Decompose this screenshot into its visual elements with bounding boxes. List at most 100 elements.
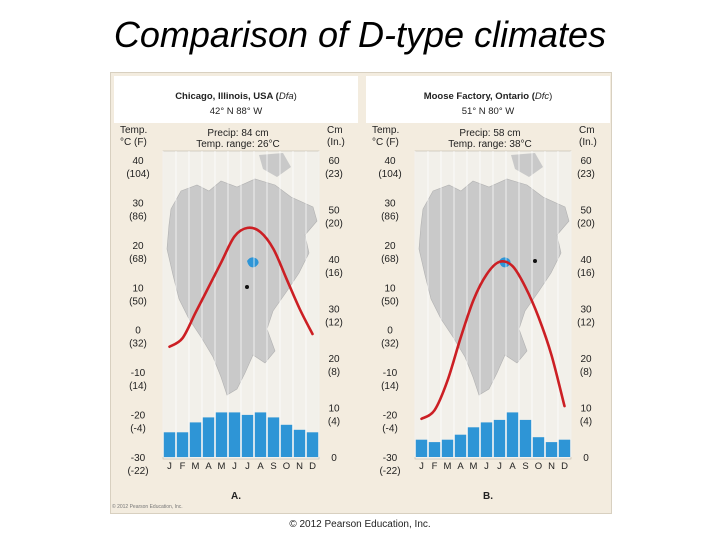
month-label: O bbox=[283, 461, 290, 472]
month-label: A bbox=[205, 461, 212, 472]
left-tick-c: 40 bbox=[132, 156, 144, 167]
left-tick-c: -20 bbox=[383, 411, 398, 422]
month-label: J bbox=[245, 461, 250, 472]
month-label: M bbox=[444, 461, 452, 472]
precip-total: Precip: 84 cm bbox=[207, 128, 268, 139]
right-axis-label: Cm bbox=[579, 125, 595, 136]
precip-total: Precip: 58 cm bbox=[459, 128, 520, 139]
left-tick-f: (14) bbox=[129, 381, 147, 392]
precip-bar-11 bbox=[545, 442, 558, 457]
left-tick-f: (50) bbox=[129, 296, 147, 307]
station-dot bbox=[533, 259, 537, 263]
month-label: D bbox=[309, 461, 316, 472]
month-label: J bbox=[484, 461, 489, 472]
panel-label: B. bbox=[483, 491, 493, 502]
left-axis-label: Temp. bbox=[372, 125, 399, 136]
left-tick-c: 10 bbox=[384, 283, 396, 294]
left-tick-c: -10 bbox=[131, 368, 146, 379]
right-tick-cm: 60 bbox=[580, 156, 592, 167]
right-tick-in: (20) bbox=[325, 219, 343, 230]
precip-bar-8 bbox=[506, 412, 519, 457]
right-tick-in: (12) bbox=[325, 318, 343, 329]
precip-bar-7 bbox=[241, 414, 254, 457]
precip-bar-5 bbox=[215, 412, 228, 457]
right-tick-in: (23) bbox=[325, 169, 343, 180]
left-tick-f: (-22) bbox=[379, 466, 400, 477]
left-tick-c: 20 bbox=[384, 241, 396, 252]
temperature-line bbox=[168, 226, 314, 348]
left-tick-f: (86) bbox=[381, 211, 399, 222]
left-tick-f: (32) bbox=[129, 339, 147, 350]
right-tick-in: (12) bbox=[577, 318, 595, 329]
temperature-line bbox=[420, 259, 566, 421]
month-label: J bbox=[232, 461, 237, 472]
right-tick-cm: 30 bbox=[328, 305, 340, 316]
month-label: M bbox=[470, 461, 478, 472]
month-label: J bbox=[419, 461, 424, 472]
right-tick-in: (4) bbox=[328, 417, 340, 428]
left-tick-c: 0 bbox=[387, 326, 393, 337]
right-tick-cm: 50 bbox=[580, 206, 592, 217]
climograph-svg: Chicago, Illinois, USA (Dfa) 42° N 88° W P… bbox=[114, 76, 610, 502]
month-label: A bbox=[457, 461, 464, 472]
right-tick-in: (8) bbox=[580, 367, 592, 378]
left-tick-c: -30 bbox=[131, 453, 146, 464]
left-tick-f: (32) bbox=[381, 339, 399, 350]
left-tick-c: 0 bbox=[135, 326, 141, 337]
figure-credit: © 2012 Pearson Education, Inc. bbox=[112, 504, 183, 510]
left-tick-c: -20 bbox=[131, 411, 146, 422]
precip-bar-5 bbox=[467, 427, 480, 457]
left-axis-unit: °C (F) bbox=[120, 137, 147, 148]
station-dot bbox=[245, 285, 249, 289]
precip-bar-1 bbox=[163, 432, 176, 458]
climograph-panel-1: Chicago, Illinois, USA (Dfa) 42° N 88° W P… bbox=[114, 76, 358, 502]
month-label: M bbox=[218, 461, 226, 472]
precip-bar-10 bbox=[280, 424, 293, 457]
right-axis-unit: (In.) bbox=[327, 137, 345, 148]
panel-title: Moose Factory, Ontario (Dfc) bbox=[424, 91, 553, 102]
precip-bar-9 bbox=[519, 419, 532, 457]
slide-footer: © 2012 Pearson Education, Inc. bbox=[289, 519, 431, 530]
right-tick-in: (23) bbox=[577, 169, 595, 180]
panel-coords: 51° N 80° W bbox=[462, 106, 515, 117]
panel-label: A. bbox=[231, 491, 241, 502]
left-tick-c: 40 bbox=[384, 156, 396, 167]
month-label: N bbox=[296, 461, 303, 472]
left-tick-f: (14) bbox=[381, 381, 399, 392]
panel-header bbox=[114, 76, 358, 123]
month-label: A bbox=[509, 461, 516, 472]
month-label: O bbox=[535, 461, 542, 472]
right-tick-in: (16) bbox=[577, 268, 595, 279]
panel-header bbox=[366, 76, 610, 123]
left-axis-label: Temp. bbox=[120, 125, 147, 136]
month-label: A bbox=[257, 461, 264, 472]
right-tick-cm: 0 bbox=[331, 453, 337, 464]
right-tick-in: (20) bbox=[577, 219, 595, 230]
month-label: S bbox=[522, 461, 528, 472]
left-axis-unit: °C (F) bbox=[372, 137, 399, 148]
month-label: S bbox=[270, 461, 276, 472]
left-tick-f: (68) bbox=[381, 254, 399, 265]
climograph-panel-2: Moose Factory, Ontario (Dfc) 51° N 80° W P… bbox=[366, 76, 610, 502]
precip-bar-6 bbox=[228, 412, 241, 457]
left-tick-f: (50) bbox=[381, 296, 399, 307]
left-tick-c: 30 bbox=[384, 198, 396, 209]
temp-range: Temp. range: 38°C bbox=[448, 139, 532, 150]
precip-bar-7 bbox=[493, 419, 506, 457]
right-tick-cm: 40 bbox=[580, 255, 592, 266]
precip-bar-9 bbox=[267, 417, 280, 457]
precip-bar-6 bbox=[480, 422, 493, 457]
right-tick-in: (8) bbox=[328, 367, 340, 378]
climograph-figure: Chicago, Illinois, USA (Dfa) 42° N 88° W P… bbox=[110, 72, 612, 514]
right-tick-cm: 0 bbox=[583, 453, 589, 464]
month-label: M bbox=[192, 461, 200, 472]
left-tick-f: (104) bbox=[126, 169, 149, 180]
left-tick-f: (86) bbox=[129, 211, 147, 222]
right-tick-in: (16) bbox=[325, 268, 343, 279]
precip-bar-12 bbox=[306, 432, 319, 458]
temp-range: Temp. range: 26°C bbox=[196, 139, 280, 150]
left-tick-f: (104) bbox=[378, 169, 401, 180]
month-label: J bbox=[167, 461, 172, 472]
right-tick-cm: 50 bbox=[328, 206, 340, 217]
north-america-map bbox=[418, 178, 570, 396]
